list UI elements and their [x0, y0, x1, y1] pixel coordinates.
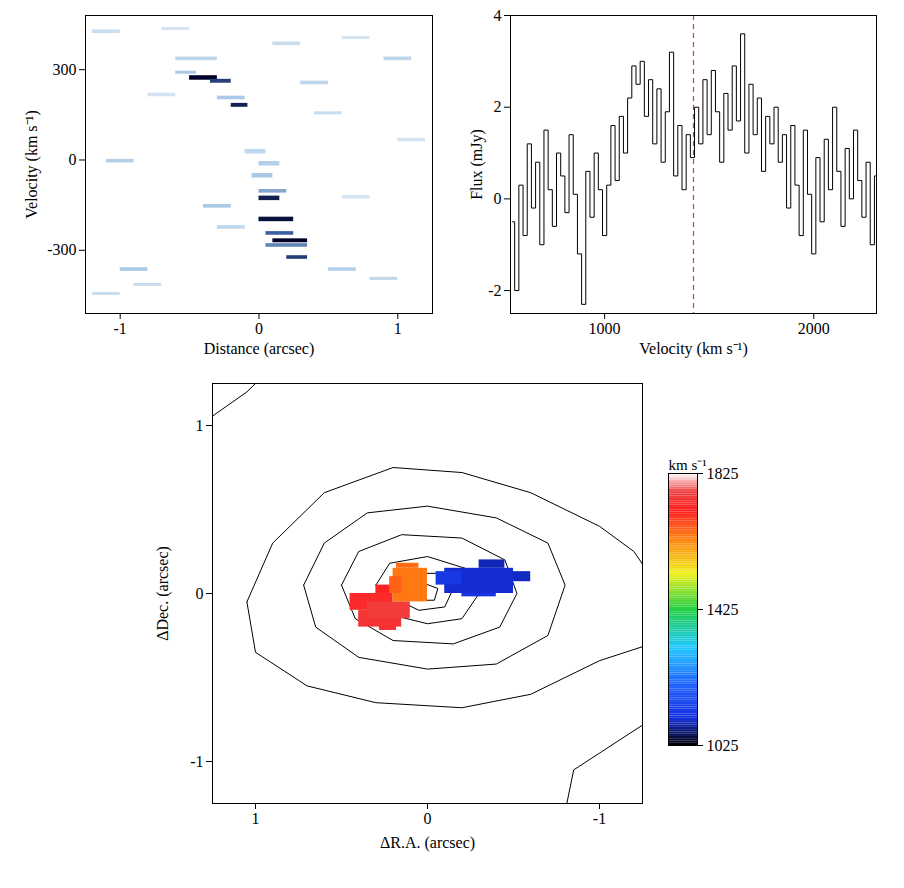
svg-text:300: 300: [53, 61, 77, 78]
svg-text:Distance (arcsec): Distance (arcsec): [204, 340, 315, 358]
svg-text:-2: -2: [488, 282, 501, 299]
svg-text:0: 0: [424, 810, 432, 827]
svg-text:-1: -1: [114, 320, 127, 337]
svg-text:ΔDec. (arcsec): ΔDec. (arcsec): [154, 546, 172, 641]
svg-text:1: 1: [196, 417, 204, 434]
svg-text:ΔR.A. (arcsec): ΔR.A. (arcsec): [380, 834, 475, 852]
svg-text:1025: 1025: [707, 737, 739, 754]
svg-text:0: 0: [494, 190, 502, 207]
svg-text:-300: -300: [47, 241, 76, 258]
svg-text:1825: 1825: [707, 465, 739, 482]
svg-text:2: 2: [494, 98, 502, 115]
svg-text:1: 1: [252, 810, 260, 827]
svg-text:4: 4: [494, 7, 502, 24]
svg-text:0: 0: [196, 585, 204, 602]
svg-text:1000: 1000: [589, 320, 621, 337]
svg-text:1: 1: [394, 320, 402, 337]
svg-text:Velocity (km s⁻¹): Velocity (km s⁻¹): [23, 110, 41, 218]
svg-text:Velocity (km s⁻¹): Velocity (km s⁻¹): [639, 340, 747, 358]
svg-text:Flux (mJy): Flux (mJy): [468, 129, 486, 200]
svg-text:-1: -1: [593, 810, 606, 827]
svg-text:0: 0: [255, 320, 263, 337]
svg-text:2000: 2000: [798, 320, 830, 337]
svg-text:km s⁻¹: km s⁻¹: [669, 457, 707, 473]
svg-text:-1: -1: [190, 753, 203, 770]
svg-text:1425: 1425: [707, 601, 739, 618]
svg-text:0: 0: [69, 151, 77, 168]
